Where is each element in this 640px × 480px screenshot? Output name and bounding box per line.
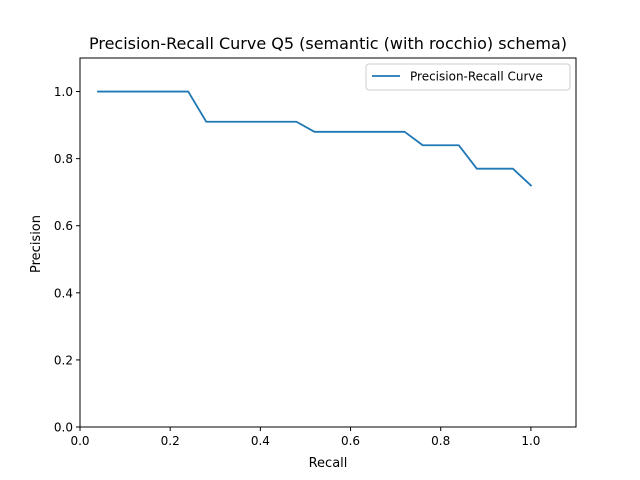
series-line-0 (97, 90, 533, 187)
legend-box (365, 63, 571, 91)
y-tick-label: 0.4 (54, 286, 73, 300)
x-axis-label: Recall (309, 456, 348, 471)
chart-title: Precision-Recall Curve Q5 (semantic (wit… (89, 34, 567, 53)
plot-area: 0.0 0.2 0.4 0.6 0.8 1.0 0.0 0.2 0.4 0.6 0.8 1.0 (54, 57, 577, 448)
legend-label-0: Precision-Recall Curve (410, 70, 543, 84)
y-tick-label: 0.0 (54, 421, 73, 435)
x-tick-label: 1.0 (521, 434, 540, 448)
axes-frame (79, 57, 577, 428)
y-tick-label: 1.0 (54, 85, 73, 99)
x-tick-label: 0.6 (341, 434, 360, 448)
legend: Precision-Recall Curve (365, 63, 571, 91)
y-axis-label: Precision (29, 215, 44, 273)
y-tick-label: 0.8 (54, 152, 73, 166)
x-tick-label: 0.4 (251, 434, 270, 448)
x-tick-label: 0.0 (70, 434, 89, 448)
y-tick-label: 0.2 (54, 353, 73, 367)
y-tick-label: 0.6 (54, 219, 73, 233)
x-tick-label: 0.2 (161, 434, 180, 448)
x-tick-label: 0.8 (431, 434, 450, 448)
